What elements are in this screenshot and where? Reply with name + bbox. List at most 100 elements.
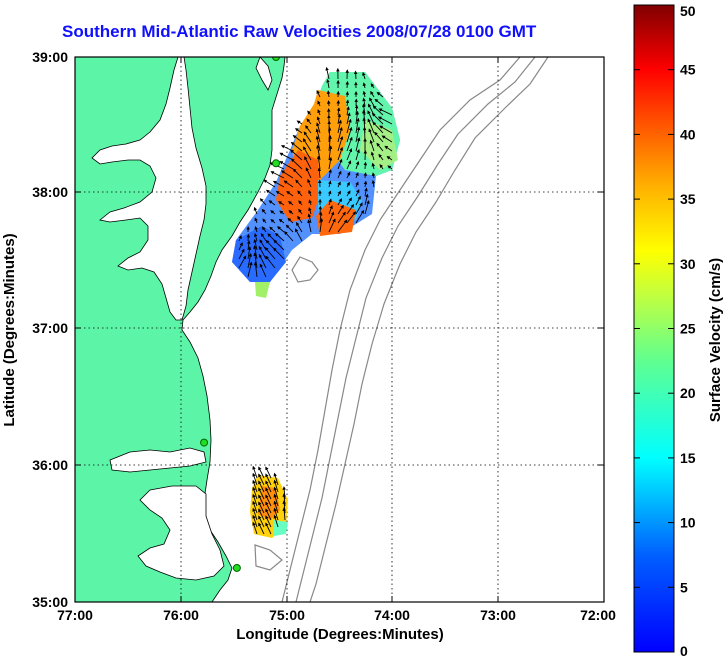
velocity-vector — [298, 208, 303, 215]
velocity-vector — [355, 126, 361, 143]
velocity-vector — [362, 82, 367, 89]
velocity-vector — [283, 180, 294, 188]
velocity-vector — [279, 210, 285, 215]
velocity-vector — [258, 508, 265, 521]
velocity-vector — [372, 121, 384, 134]
velocity-vector — [297, 190, 303, 197]
velocity-vector — [272, 180, 285, 188]
velocity-vector — [316, 122, 321, 134]
velocity-vector — [376, 91, 384, 98]
velocity-vector — [280, 170, 294, 179]
radar-station-marker — [232, 563, 241, 572]
velocity-vector — [305, 167, 312, 179]
velocity-vector — [295, 179, 303, 188]
delaware-bay — [255, 57, 273, 91]
velocity-vector — [294, 128, 303, 134]
velocity-vector — [282, 500, 286, 514]
velocity-vector — [328, 218, 336, 233]
velocity-vector — [368, 128, 375, 143]
velocity-vector — [337, 190, 341, 197]
velocity-vector — [305, 125, 312, 134]
velocity-vector — [274, 232, 285, 242]
colorbar-tick-label: 0 — [680, 643, 688, 659]
x-tick-label: 72:00 — [580, 607, 616, 623]
velocity-vector — [290, 149, 303, 161]
plot-area — [75, 57, 604, 602]
velocity-vector — [370, 90, 375, 98]
velocity-vector — [252, 514, 258, 528]
velocity-vector — [270, 218, 276, 224]
velocity-vector — [252, 486, 258, 500]
velocity-vector — [297, 215, 303, 224]
velocity-vector — [316, 90, 321, 98]
velocity-vector — [327, 127, 332, 143]
velocity-vector — [379, 125, 393, 134]
velocity-vector — [258, 494, 265, 507]
x-axis-label: Longitude (Degrees:Minutes) — [236, 626, 444, 643]
velocity-vector — [269, 226, 276, 233]
velocity-vector — [326, 78, 330, 89]
x-tick-label: 75:00 — [269, 607, 305, 623]
velocity-vector — [381, 135, 393, 143]
colorbar-tick-label: 45 — [680, 62, 696, 78]
velocity-vector — [363, 161, 368, 170]
velocity-vector — [252, 507, 258, 521]
velocity-vector — [279, 152, 294, 161]
radar-station-marker — [272, 159, 281, 168]
velocity-vector — [258, 253, 267, 269]
velocity-vector — [265, 487, 272, 500]
velocity-vector — [346, 160, 352, 170]
velocity-vector — [328, 198, 332, 206]
velocity-vector — [371, 162, 376, 170]
velocity-vector — [364, 193, 369, 206]
velocity-vector — [254, 226, 258, 233]
velocity-vector — [262, 218, 267, 224]
velocity-vector — [316, 116, 321, 125]
albemarle-sound — [109, 447, 207, 473]
velocity-vector — [384, 145, 393, 152]
velocity-vector — [369, 97, 375, 107]
velocity-vector — [263, 179, 276, 188]
velocity-vector — [265, 480, 272, 493]
velocity-vector — [346, 148, 353, 161]
velocity-vector — [355, 148, 360, 161]
velocity-vector — [258, 501, 265, 514]
colorbar-tick-label: 40 — [680, 126, 696, 142]
velocity-vector — [258, 487, 265, 500]
map-title: Southern Mid-Atlantic Raw Velocities 200… — [62, 22, 537, 41]
velocity-vector — [273, 486, 279, 500]
velocity-vector — [325, 66, 330, 80]
velocity-vector — [387, 165, 393, 170]
velocity-vector — [238, 255, 247, 269]
colorbar-tick-label: 30 — [680, 256, 696, 272]
velocity-vector — [292, 168, 303, 179]
velocity-vector — [279, 161, 294, 170]
velocity-vector — [295, 228, 303, 242]
velocity-vector — [264, 247, 276, 260]
velocity-vector — [346, 211, 356, 224]
velocity-vector — [362, 90, 367, 98]
velocity-vector — [346, 190, 351, 197]
velocity-vector — [337, 198, 342, 206]
velocity-vector — [308, 199, 312, 206]
velocity-vector — [285, 224, 294, 233]
velocity-vector — [337, 181, 341, 188]
colorbar-tick-label: 35 — [680, 191, 696, 207]
colorbar-label: Surface Velocity (cm/s) — [707, 258, 724, 422]
tick-marks — [75, 57, 604, 602]
velocity-vector — [282, 486, 286, 500]
velocity-vector — [254, 217, 258, 224]
velocity-vector — [278, 218, 285, 224]
y-tick-label: 37:00 — [32, 320, 68, 336]
velocity-vector — [265, 255, 276, 269]
velocity-vector — [346, 118, 352, 134]
velocity-vector — [261, 226, 267, 233]
velocity-vector — [259, 263, 267, 278]
velocity-vector — [337, 119, 342, 134]
velocity-vector — [337, 170, 342, 179]
velocity-vector — [328, 168, 332, 179]
velocity-vector — [372, 105, 384, 116]
velocity-vector — [275, 191, 285, 197]
pamlico-sound — [137, 485, 225, 581]
velocity-vector — [265, 515, 272, 528]
